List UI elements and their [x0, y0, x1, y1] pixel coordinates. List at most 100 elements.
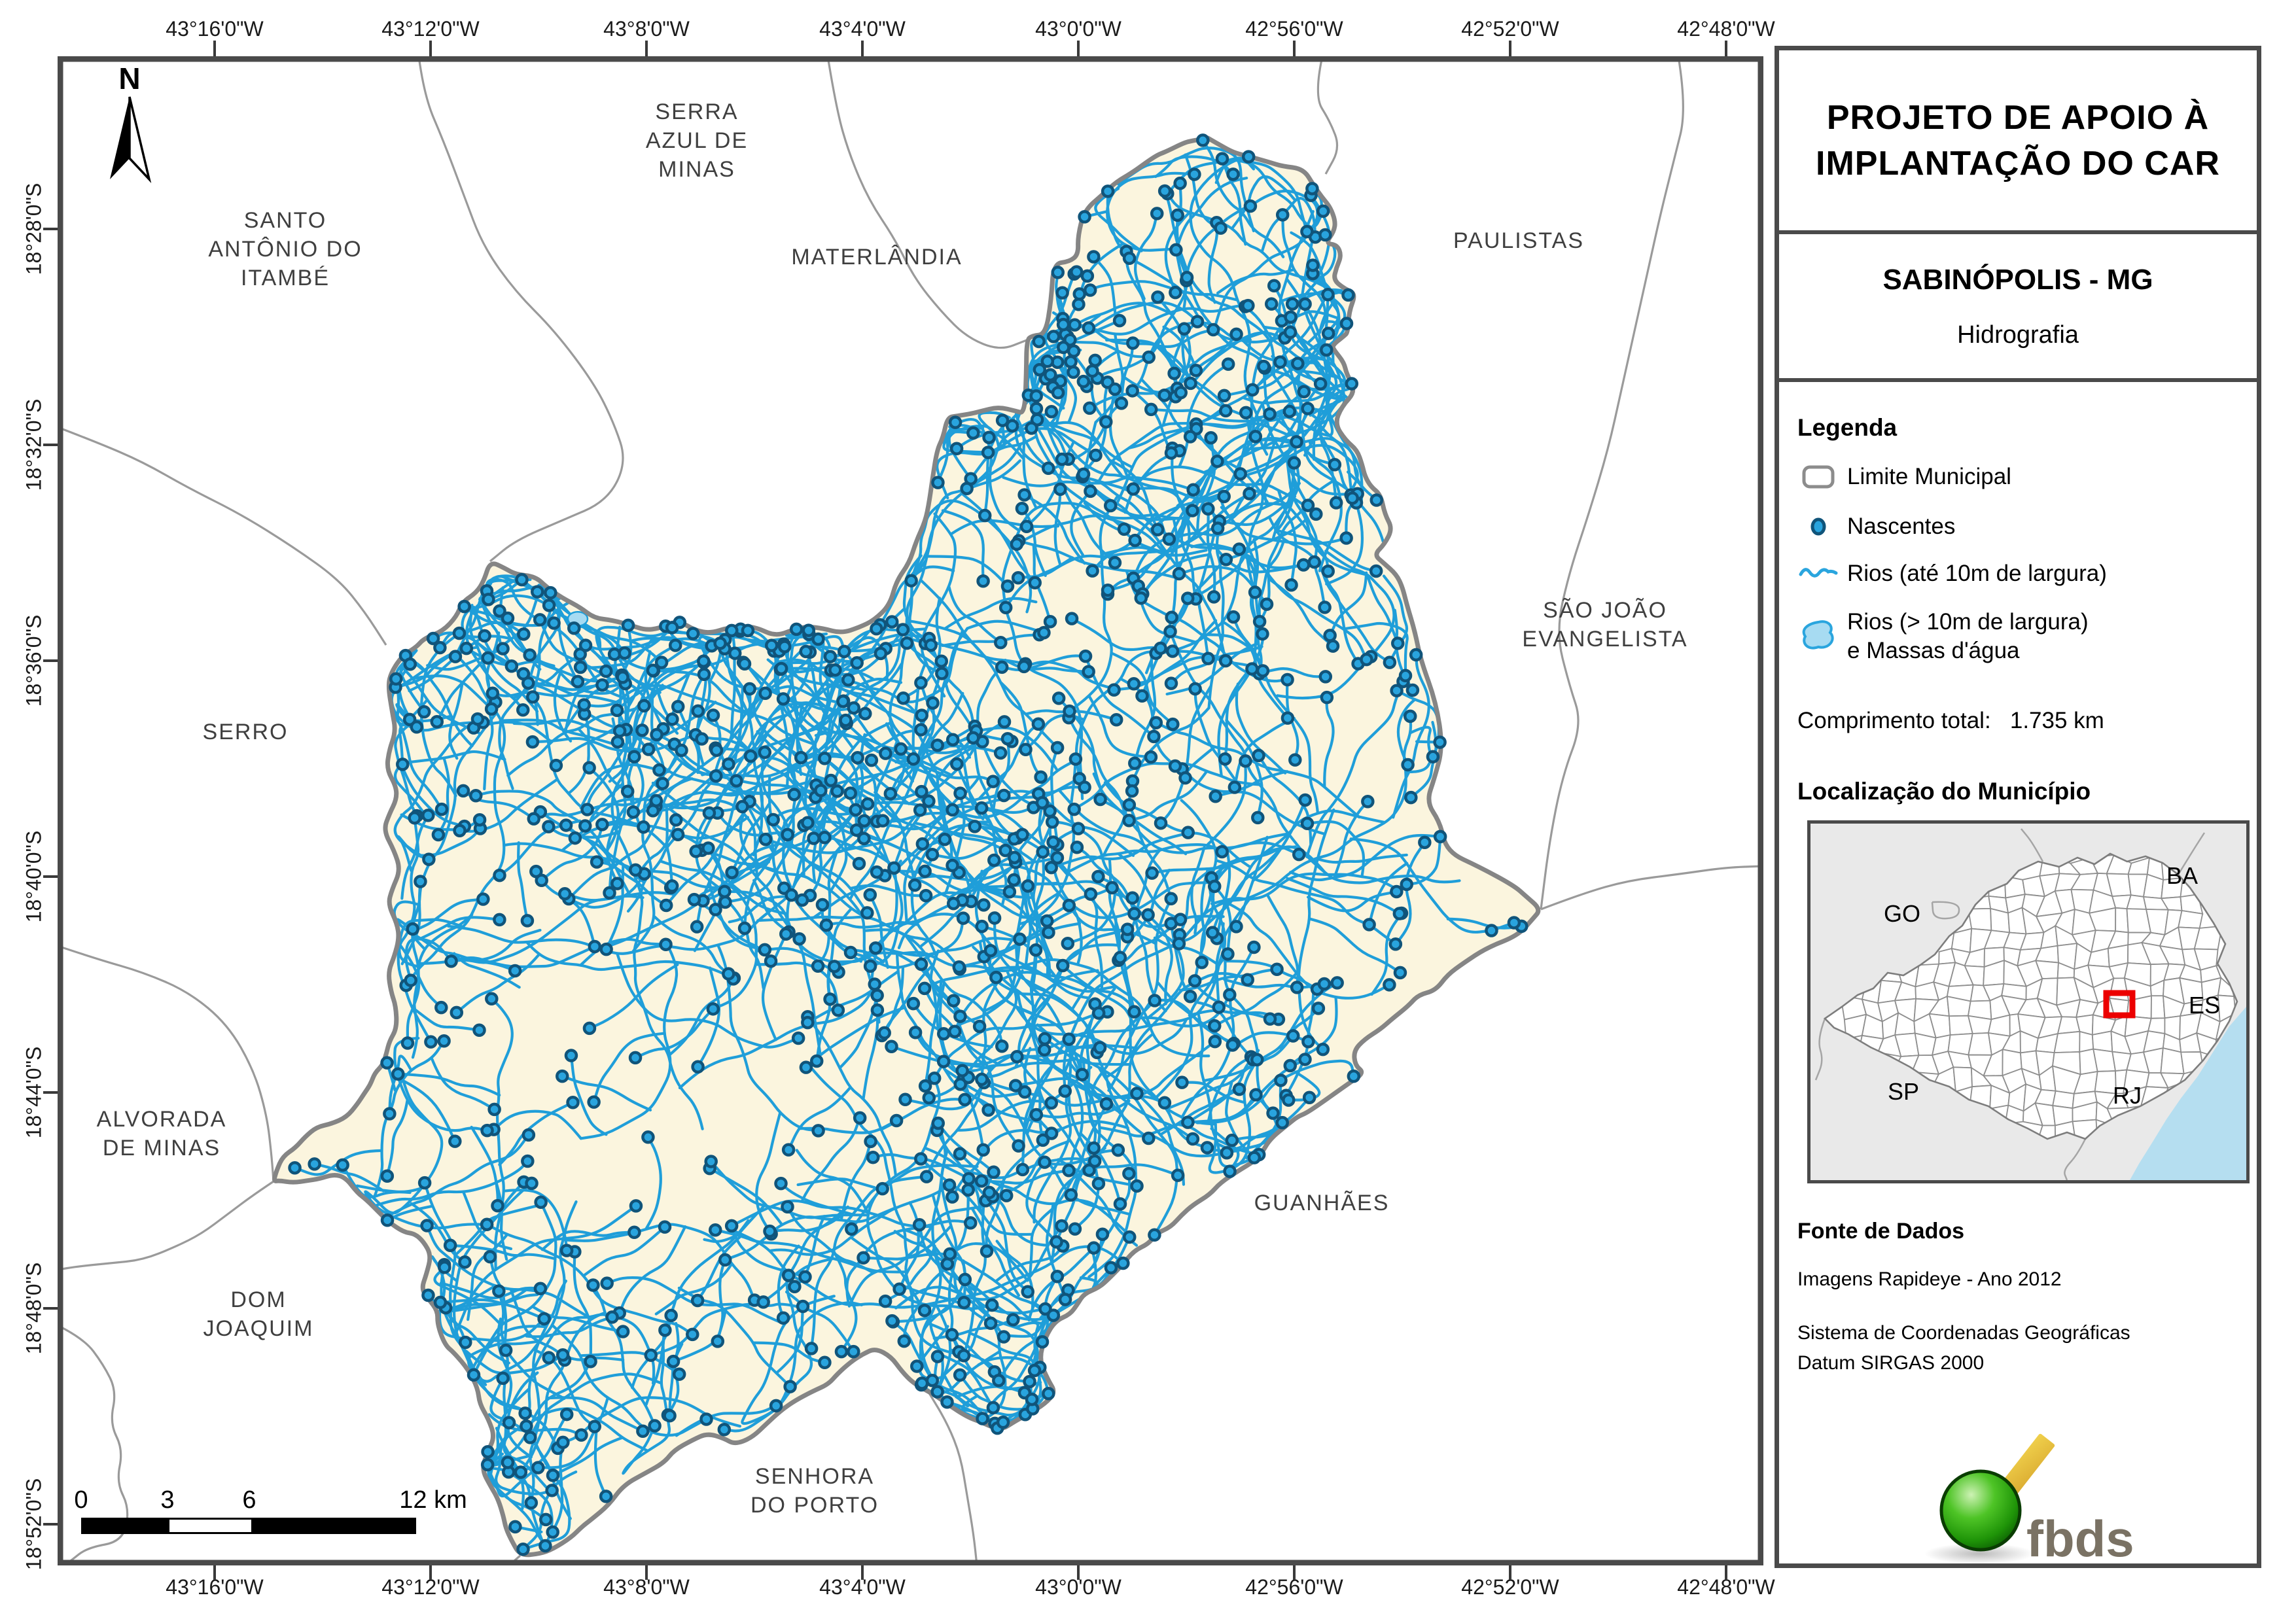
state-label: RJ — [2113, 1082, 2142, 1109]
spring-dot — [595, 678, 609, 692]
spring-dot — [995, 660, 1009, 674]
spring-dot — [422, 852, 436, 866]
river — [834, 809, 922, 854]
river — [293, 1149, 383, 1176]
river — [1218, 489, 1348, 546]
spring-dot — [1144, 402, 1158, 417]
river — [911, 875, 1011, 894]
river — [1263, 366, 1347, 402]
spring-dot — [410, 720, 424, 734]
spring-dot — [717, 1423, 732, 1437]
spring-dot — [996, 1415, 1010, 1429]
spring-dot — [1210, 454, 1224, 468]
spring-dot — [499, 1343, 513, 1357]
river — [1281, 213, 1327, 345]
river — [982, 1081, 1131, 1216]
spring-dot — [995, 413, 1010, 427]
spring-dot — [564, 1049, 578, 1062]
spring-dot — [383, 1107, 397, 1121]
spring-dot — [635, 724, 649, 737]
river — [1014, 1005, 1084, 1076]
spring-dot — [610, 735, 625, 749]
spring-dot — [863, 959, 877, 973]
spring-dot — [743, 682, 757, 696]
spring-dot — [704, 1155, 718, 1168]
river — [551, 1440, 565, 1534]
spring-dot — [957, 1295, 971, 1310]
spring-dot — [501, 1456, 515, 1469]
spring-dot — [1041, 461, 1055, 476]
spring-dot — [689, 845, 703, 858]
spring-dot — [529, 864, 543, 879]
map-place-label: ALVORADA DE MINAS — [97, 1107, 227, 1161]
state-label: SP — [1888, 1078, 1919, 1105]
spring-dot — [1188, 974, 1202, 988]
river — [988, 949, 1038, 1017]
spring-dot — [1035, 1335, 1050, 1349]
river — [1349, 837, 1493, 934]
spring-dot — [573, 660, 588, 674]
river — [592, 1283, 656, 1427]
spring-dot — [1125, 784, 1139, 798]
spring-dot — [1233, 467, 1247, 481]
river — [1235, 682, 1287, 775]
spring-dot — [1403, 709, 1417, 724]
river — [985, 892, 1060, 971]
spring-dot — [574, 1428, 588, 1442]
river — [1252, 798, 1307, 882]
river — [1031, 969, 1099, 1142]
river — [1323, 696, 1335, 789]
spring-dot — [1067, 365, 1080, 379]
spring-dot — [737, 657, 752, 671]
spring-dot — [520, 1419, 533, 1433]
spring-dot — [701, 841, 715, 855]
spring-dot — [1347, 1069, 1361, 1083]
legend-item-label: Nascentes — [1847, 514, 1956, 539]
spring-dot — [824, 773, 838, 788]
spring-dot — [874, 646, 888, 661]
spring-dot — [1062, 898, 1076, 913]
river — [435, 583, 542, 724]
spring-dot — [986, 1401, 1000, 1415]
spring-dot — [1021, 1285, 1034, 1299]
river — [436, 757, 450, 837]
spring-dot — [1017, 488, 1031, 502]
spring-dot — [1320, 343, 1333, 357]
river — [313, 1162, 385, 1193]
river — [563, 891, 677, 902]
spring-dot — [998, 843, 1012, 858]
spring-dot — [1280, 711, 1295, 725]
spring-dot — [763, 1224, 777, 1238]
spring-dot — [1117, 522, 1131, 536]
spring-dot — [695, 732, 709, 746]
spring-dot — [931, 1116, 945, 1130]
river — [470, 1125, 499, 1208]
spring-dot — [1298, 793, 1312, 807]
river — [1089, 892, 1104, 990]
river — [980, 1054, 1020, 1147]
river — [1246, 160, 1309, 234]
river — [579, 635, 656, 669]
river — [654, 798, 759, 880]
spring-dot — [496, 642, 510, 655]
spring-dot — [877, 1026, 891, 1040]
spring-dot — [897, 1334, 911, 1348]
spring-dot — [521, 1154, 535, 1168]
spring-dot — [1036, 1133, 1050, 1147]
river — [1217, 667, 1254, 778]
spring-dot — [492, 1284, 506, 1298]
spring-dot — [976, 574, 990, 588]
spring-dot — [590, 855, 604, 869]
neighbor-boundary — [57, 426, 387, 646]
spring-dot — [1298, 1053, 1312, 1066]
river — [722, 1271, 813, 1433]
axis-label-left: 18°48'0"S — [22, 1262, 46, 1355]
river — [983, 454, 990, 517]
spring-dot — [1142, 1131, 1156, 1145]
river — [531, 737, 633, 753]
spring-dot — [1142, 350, 1156, 364]
municipality-title-box: SABINÓPOLIS - MG Hidrografia — [1779, 234, 2257, 382]
spring-dot — [936, 1055, 951, 1068]
spring-dot — [1220, 1145, 1234, 1160]
spring-dot — [915, 784, 928, 799]
